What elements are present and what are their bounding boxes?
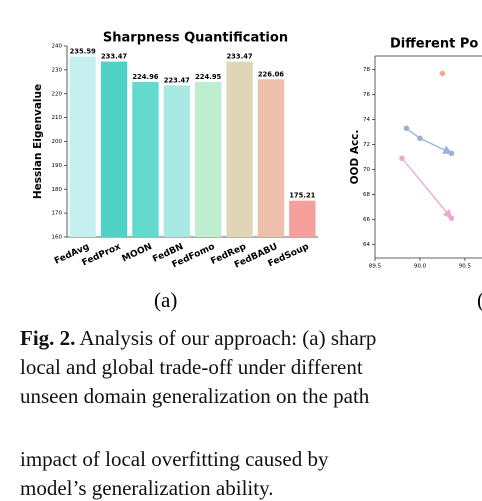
value-label: 233.47 — [101, 53, 127, 61]
value-label: 224.95 — [195, 73, 221, 81]
figure: Sharpness Quantification Hessian Eigenval… — [32, 31, 482, 271]
bar — [195, 81, 222, 237]
point — [403, 125, 410, 132]
bar — [100, 61, 128, 237]
value-label: 235.59 — [70, 48, 96, 56]
caption-line: unseen domain generalization on the path — [20, 384, 370, 408]
y-tick-label: 70 — [363, 167, 370, 173]
bar — [132, 81, 159, 238]
subfigure-label: (a) — [154, 288, 178, 312]
chart-title: Different Po — [390, 37, 478, 52]
y-tick-label: 76 — [363, 92, 370, 98]
body-line: model’s generalization ability. — [20, 476, 274, 500]
y-tick-label: 72 — [363, 142, 370, 148]
x-tick-label: MOON — [121, 242, 154, 265]
y-tick-label: 230 — [52, 67, 63, 73]
bar — [226, 61, 253, 237]
value-label: 175.21 — [289, 192, 315, 200]
y-tick-label: 74 — [363, 117, 370, 123]
x-tick-label: 90.5 — [459, 264, 472, 270]
x-tick-label: 90.0 — [414, 264, 427, 270]
bar — [163, 85, 190, 237]
bar — [69, 56, 96, 238]
value-label: 224.96 — [132, 73, 158, 81]
chart-title: Sharpness Quantification — [103, 31, 288, 46]
y-tick-label: 240 — [52, 44, 63, 50]
point — [399, 155, 405, 162]
y-tick-label: 210 — [52, 115, 63, 121]
caption-label: Fig. 2. — [20, 326, 76, 350]
caption-line: Fig. 2. Analysis of our approach: (a) sh… — [20, 326, 376, 351]
value-label: 223.47 — [164, 76, 190, 84]
caption-text: Analysis of our approach: (a) sharp — [79, 326, 377, 350]
y-tick-label: 200 — [52, 139, 63, 145]
y-tick-label: 170 — [52, 211, 63, 217]
value-label: 226.06 — [258, 70, 284, 78]
y-tick-label: 68 — [363, 192, 370, 198]
body-line: impact of local overfitting caused by — [20, 447, 329, 471]
point — [417, 135, 423, 142]
trend-line — [401, 157, 453, 219]
y-tick-label: 160 — [52, 235, 63, 241]
y-tick-label: 78 — [363, 67, 370, 73]
y-tick-label: 66 — [363, 217, 370, 223]
trend-line — [406, 127, 453, 154]
y-tick-label: 220 — [52, 91, 63, 97]
y-axis-label: Hessian Eigenvalue — [32, 84, 44, 199]
point — [448, 150, 455, 157]
bar — [257, 79, 285, 237]
y-axis-label: OOD Acc. — [349, 130, 361, 185]
y-tick-label: 180 — [52, 187, 63, 193]
subfigure-label: ( — [477, 288, 482, 313]
value-label: 233.47 — [226, 53, 252, 61]
bar — [289, 200, 316, 237]
point — [448, 215, 455, 221]
y-tick-label: 190 — [52, 163, 63, 169]
y-tick-label: 64 — [363, 242, 370, 248]
point — [439, 70, 446, 77]
caption-line: local and global trade-off under differe… — [20, 355, 363, 379]
x-tick-label: 89.5 — [369, 264, 382, 270]
